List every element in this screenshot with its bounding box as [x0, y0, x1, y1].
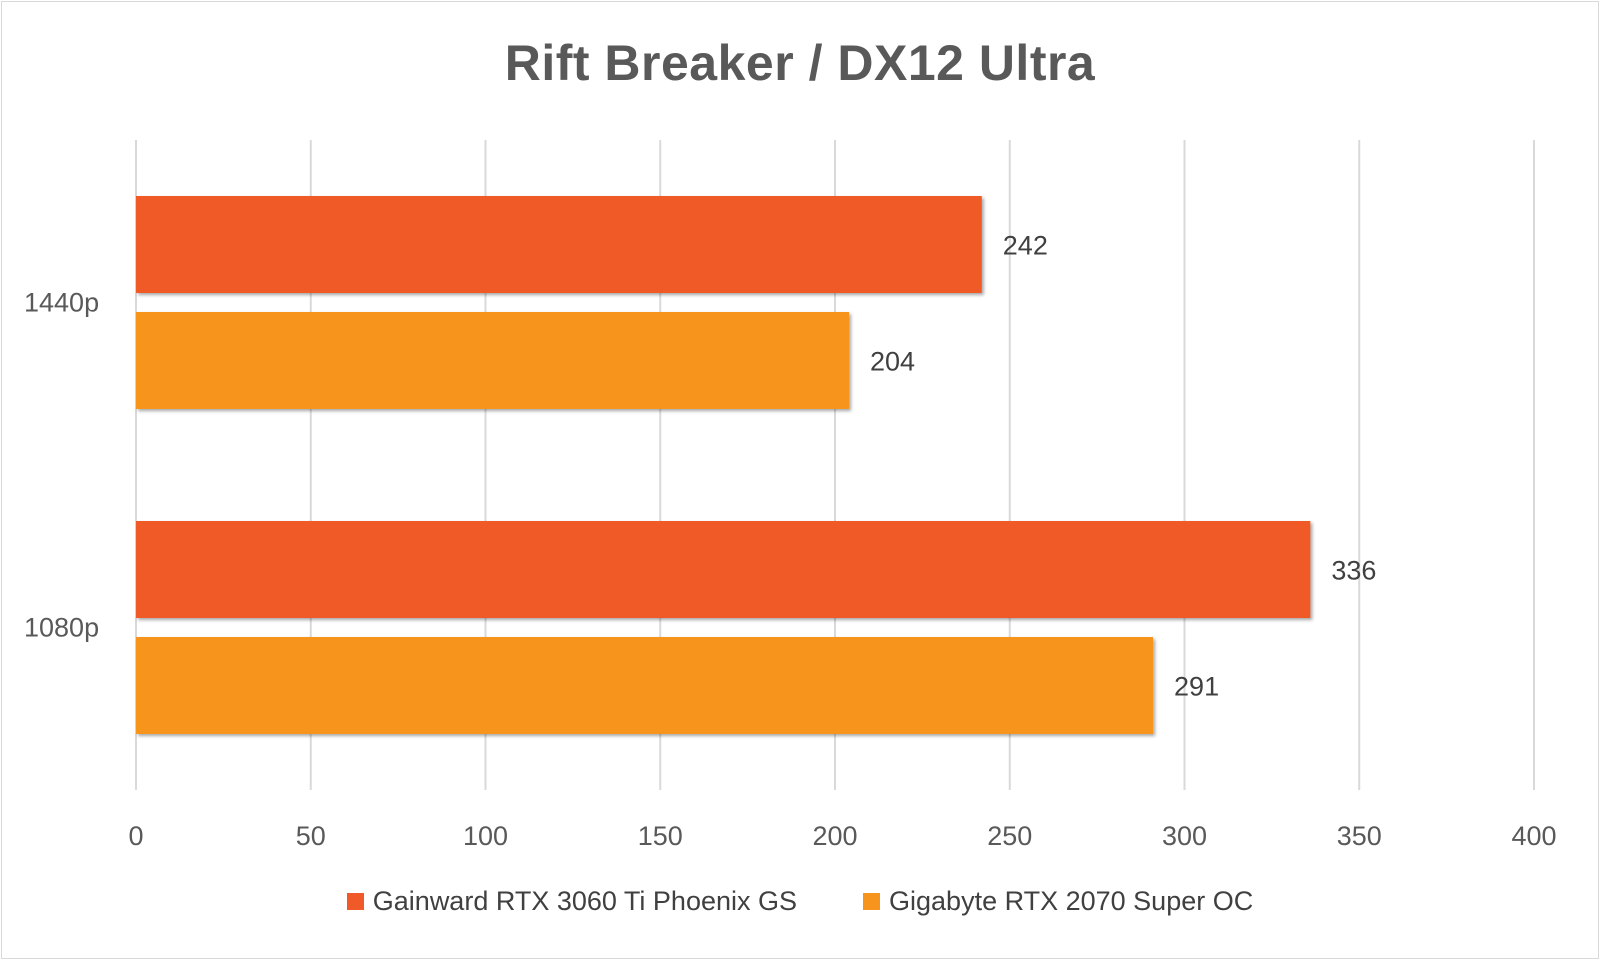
data-label: 291	[1174, 672, 1219, 702]
x-tick-label: 400	[1511, 821, 1556, 851]
data-label: 336	[1331, 556, 1376, 586]
legend-swatch	[346, 893, 364, 910]
bar-1440p-series-1	[136, 196, 982, 293]
legend-item-1: Gainward RTX 3060 Ti Phoenix GS	[346, 886, 798, 917]
bar-1440p-series-2	[136, 312, 849, 409]
data-labels: 242 204 336 291	[870, 231, 1376, 702]
bar-1080p-series-1	[136, 521, 1311, 618]
x-tick-label: 200	[812, 821, 857, 851]
chart-title: Rift Breaker / DX12 Ultra	[504, 35, 1096, 91]
x-tick-label: 150	[638, 821, 683, 851]
axes: 0 50 100 150 200 250 300 350 400 1440p 1080p	[24, 288, 1557, 852]
x-tick-label: 50	[296, 821, 326, 851]
x-tick-label: 250	[987, 821, 1032, 851]
legend-label: Gainward RTX 3060 Ti Phoenix GS	[372, 886, 798, 916]
y-category-label: 1440p	[24, 288, 99, 318]
data-label: 204	[870, 347, 915, 377]
data-label: 242	[1003, 231, 1048, 261]
x-tick-label: 100	[463, 821, 508, 851]
y-category-label: 1080p	[24, 613, 99, 643]
x-tick-label: 350	[1337, 821, 1382, 851]
legend: Gainward RTX 3060 Ti Phoenix GS Gigabyte …	[0, 886, 1600, 917]
x-tick-label: 300	[1162, 821, 1207, 851]
bar-1080p-series-2	[136, 637, 1154, 734]
x-tick-label: 0	[128, 821, 143, 851]
legend-swatch	[863, 893, 881, 910]
legend-item-2: Gigabyte RTX 2070 Super OC	[863, 886, 1253, 917]
bars	[136, 196, 1311, 734]
legend-label: Gigabyte RTX 2070 Super OC	[889, 886, 1254, 916]
